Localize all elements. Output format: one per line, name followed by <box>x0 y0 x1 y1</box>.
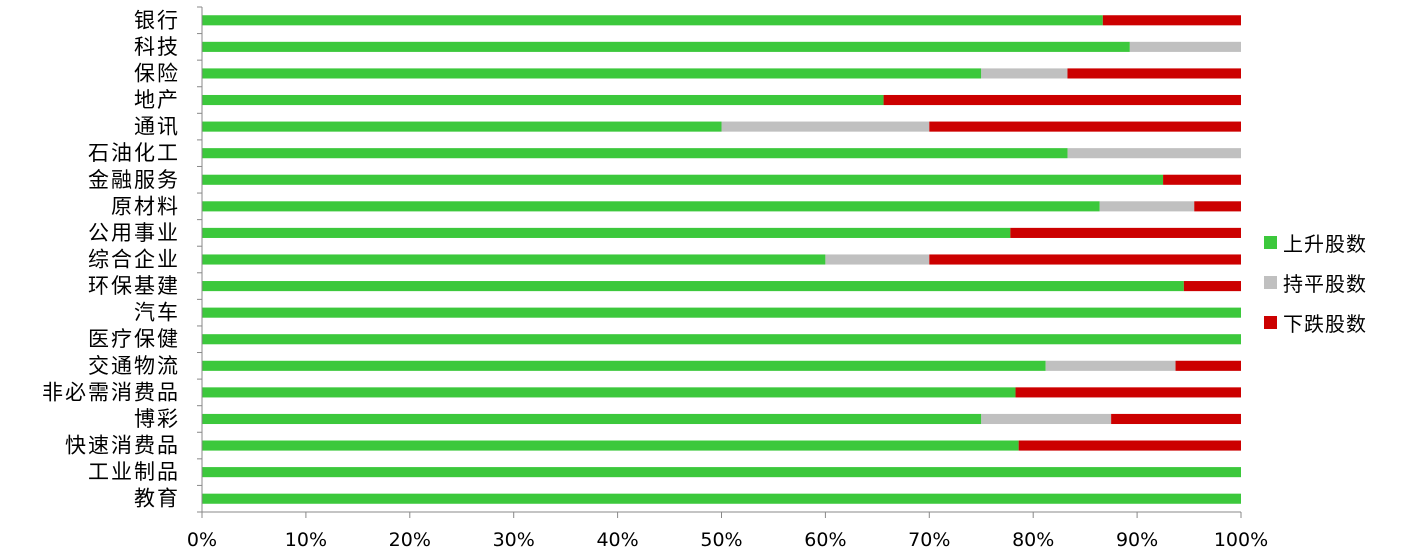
bar-up-14 <box>202 387 1016 398</box>
bar-up-8 <box>202 227 1011 238</box>
category-label: 工业制品 <box>88 460 180 484</box>
category-label: 交通物流 <box>88 354 180 378</box>
legend-label: 上升股数 <box>1283 231 1367 256</box>
bar-down-8 <box>1010 227 1241 238</box>
category-label: 金融服务 <box>88 168 180 192</box>
bar-up-7 <box>202 201 1100 212</box>
category-label: 医疗保健 <box>88 327 180 351</box>
bar-up-17 <box>202 467 1241 478</box>
category-label: 地产 <box>134 88 180 112</box>
bar-down-9 <box>929 254 1241 265</box>
bar-flat-4 <box>721 121 930 132</box>
legend-swatch <box>1264 275 1277 289</box>
x-tick-label: 80% <box>1012 529 1054 551</box>
category-label: 汽车 <box>134 301 180 325</box>
category-label: 保险 <box>134 61 180 85</box>
legend-label: 持平股数 <box>1283 271 1367 296</box>
category-label: 科技 <box>134 35 180 59</box>
bar-up-16 <box>202 440 1019 451</box>
legend-label: 下跌股数 <box>1283 311 1367 336</box>
bar-down-14 <box>1015 387 1241 398</box>
x-tick-label: 60% <box>804 529 846 551</box>
x-tick-label: 10% <box>285 529 327 551</box>
x-tick-label: 50% <box>700 529 742 551</box>
bar-up-6 <box>202 174 1164 185</box>
bar-up-13 <box>202 360 1046 371</box>
bar-down-13 <box>1175 360 1241 371</box>
bar-up-18 <box>202 493 1241 504</box>
category-label: 石油化工 <box>88 141 180 165</box>
bar-down-6 <box>1163 174 1241 185</box>
bar-down-10 <box>1183 281 1241 292</box>
category-label: 银行 <box>134 8 180 32</box>
legend-swatch <box>1264 315 1277 329</box>
category-label: 教育 <box>134 487 180 511</box>
category-label: 综合企业 <box>88 248 180 272</box>
bar-up-12 <box>202 334 1241 345</box>
bar-down-3 <box>883 94 1241 106</box>
legend-item: 上升股数 <box>1264 222 1399 262</box>
bar-flat-15 <box>981 413 1112 425</box>
category-label: 非必需消费品 <box>42 380 180 404</box>
category-label: 通讯 <box>134 115 180 139</box>
bar-down-15 <box>1111 413 1241 425</box>
bar-up-4 <box>202 121 722 132</box>
bar-up-11 <box>202 307 1241 318</box>
bar-down-7 <box>1194 201 1241 212</box>
bar-flat-13 <box>1045 360 1176 371</box>
legend-swatch <box>1264 235 1277 249</box>
bar-up-2 <box>202 68 982 79</box>
x-tick-label: 0% <box>187 529 217 551</box>
category-label: 环保基建 <box>88 274 180 298</box>
x-tick-label: 90% <box>1116 529 1158 551</box>
category-label: 博彩 <box>134 407 180 431</box>
legend: 上升股数持平股数下跌股数 <box>1264 222 1399 342</box>
legend-item: 下跌股数 <box>1264 302 1399 342</box>
bar-flat-5 <box>1067 148 1241 159</box>
x-tick-label: 100% <box>1214 529 1268 551</box>
bar-flat-2 <box>981 68 1068 79</box>
x-tick-label: 40% <box>596 529 638 551</box>
x-tick-label: 70% <box>908 529 950 551</box>
bar-flat-7 <box>1099 201 1195 212</box>
category-label: 公用事业 <box>88 221 180 245</box>
category-label: 原材料 <box>111 194 180 218</box>
bar-up-3 <box>202 94 884 106</box>
bar-up-1 <box>202 41 1130 52</box>
bar-down-2 <box>1067 68 1241 79</box>
bar-up-10 <box>202 281 1184 292</box>
bar-down-16 <box>1018 440 1241 451</box>
category-label: 快速消费品 <box>65 434 180 458</box>
bar-flat-9 <box>825 254 930 265</box>
x-tick-label: 30% <box>493 529 535 551</box>
x-tick-label: 20% <box>389 529 431 551</box>
bar-up-15 <box>202 413 982 425</box>
bar-up-9 <box>202 254 826 265</box>
bar-down-4 <box>929 121 1241 132</box>
legend-item: 持平股数 <box>1264 262 1399 302</box>
bar-down-0 <box>1102 15 1241 26</box>
bar-flat-1 <box>1129 41 1241 52</box>
bar-up-0 <box>202 15 1103 26</box>
bar-up-5 <box>202 148 1068 159</box>
